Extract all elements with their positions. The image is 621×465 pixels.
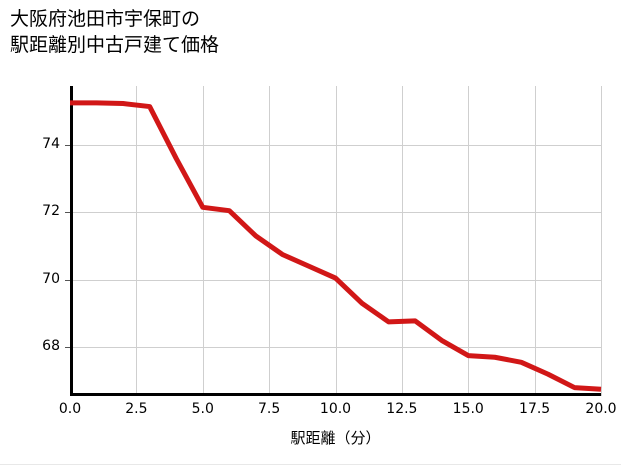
y-tick-mark xyxy=(65,144,70,146)
chart-title: 大阪府池田市宇保町の 駅距離別中古戸建て価格 xyxy=(10,8,220,56)
y-tick-mark xyxy=(65,212,70,214)
gridline-vertical xyxy=(335,86,337,396)
line-series-svg xyxy=(70,100,602,392)
x-axis-label: 駅距離（分） xyxy=(290,429,381,447)
x-tick-label: 17.5 xyxy=(519,401,551,417)
gridline-vertical xyxy=(269,86,271,396)
x-tick-label: 20.0 xyxy=(585,401,617,417)
y-tick-mark xyxy=(65,279,70,281)
gridline-vertical xyxy=(136,86,138,396)
x-tick-label: 0.0 xyxy=(58,401,82,417)
x-tick-label: 5.0 xyxy=(191,401,214,417)
plot-frame xyxy=(70,86,601,396)
y-tick-mark xyxy=(65,347,70,349)
gridline-vertical xyxy=(601,86,602,396)
gridline-vertical xyxy=(401,86,403,396)
y-tick-label: 70 xyxy=(42,270,60,287)
plot-area xyxy=(70,86,602,396)
x-tick-label: 12.5 xyxy=(386,401,418,417)
y-tick-label: 74 xyxy=(42,135,60,152)
x-tick-label: 7.5 xyxy=(257,401,281,417)
gridline-vertical xyxy=(534,86,536,396)
line-series-path xyxy=(70,100,602,392)
y-tick-label: 72 xyxy=(42,203,60,220)
gridline-vertical xyxy=(202,86,204,396)
x-tick-label: 10.0 xyxy=(319,401,352,417)
x-tick-label: 2.5 xyxy=(125,401,148,417)
x-tick-label: 15.0 xyxy=(452,401,484,417)
gridline-vertical xyxy=(468,86,470,396)
y-tick-label: 68 xyxy=(42,338,60,355)
